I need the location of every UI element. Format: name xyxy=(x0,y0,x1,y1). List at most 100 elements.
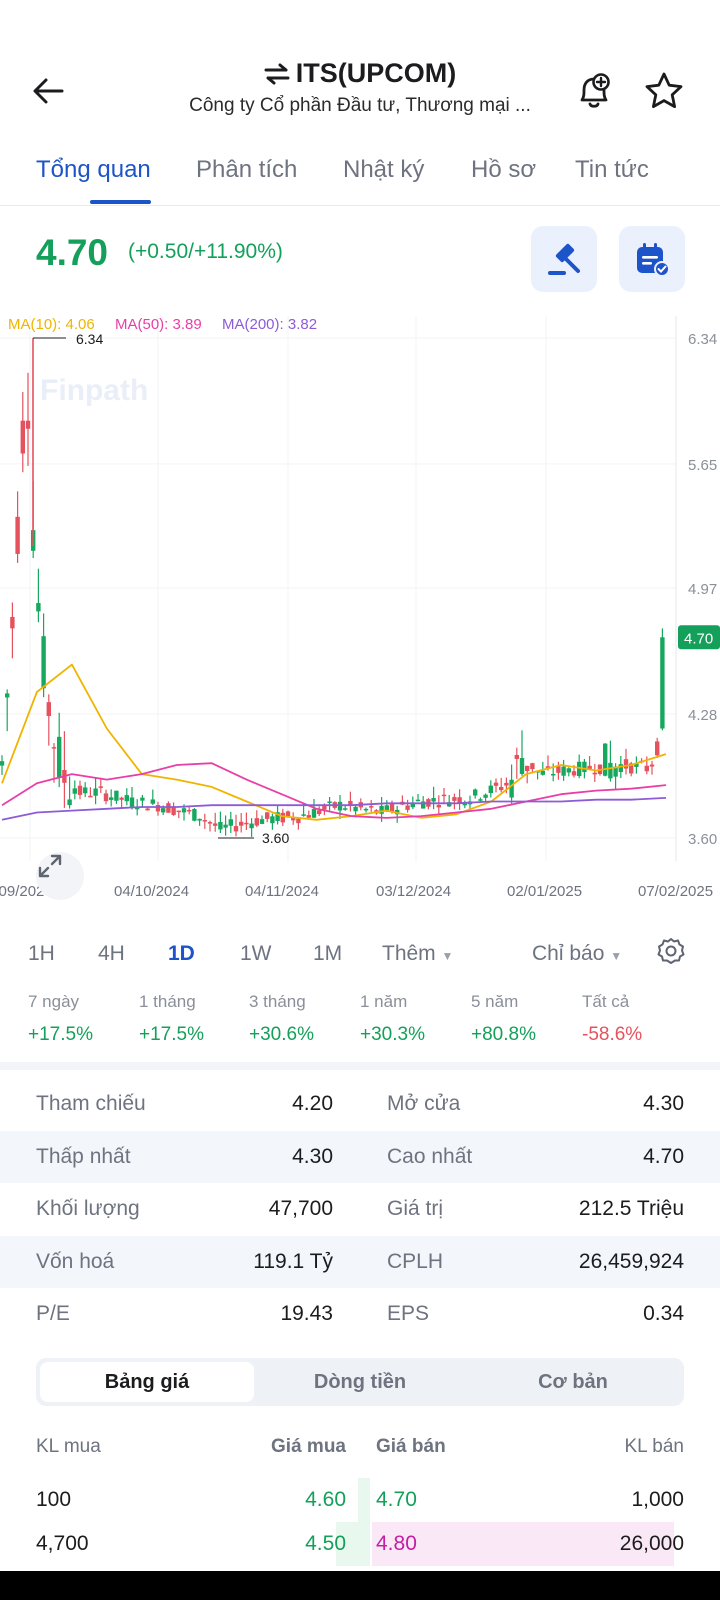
ask-depth-bar xyxy=(372,1522,674,1566)
candle-body xyxy=(618,764,623,772)
stat-value: 4.30 xyxy=(643,1092,684,1115)
candle-body xyxy=(270,816,275,824)
candle-body xyxy=(509,779,514,798)
candle-body xyxy=(473,789,478,796)
candle-body xyxy=(249,823,254,829)
stat-label: EPS xyxy=(387,1302,430,1325)
stat-value: 26,459,924 xyxy=(578,1249,684,1273)
candle-body xyxy=(343,808,348,810)
candle-body xyxy=(15,516,20,554)
perf-1y: 1 năm +30.3% xyxy=(360,992,425,1046)
candle-body xyxy=(608,762,613,779)
y-tick-label: 5.65 xyxy=(688,457,717,474)
ask-price: 4.80 xyxy=(376,1532,417,1555)
stat-label: Mở cửa xyxy=(387,1092,461,1115)
alert-button[interactable] xyxy=(570,68,618,116)
segment-price-board[interactable]: Bảng giá xyxy=(40,1362,254,1402)
high-marker-label: 6.34 xyxy=(76,331,103,347)
tab-analysis[interactable]: Phân tích xyxy=(196,156,298,183)
title-block: ITS(UPCOM) Công ty Cổ phần Đầu tư, Thươn… xyxy=(150,58,570,117)
candle-body xyxy=(5,693,10,698)
candle-body xyxy=(275,812,280,821)
candle-body xyxy=(478,799,483,801)
candle-body xyxy=(10,616,15,629)
candle-body xyxy=(655,741,660,756)
candle-body xyxy=(629,763,634,774)
candle-body xyxy=(187,809,192,812)
back-button[interactable] xyxy=(28,70,70,112)
col-ask-volume: KL bán xyxy=(624,1436,684,1457)
candle-body xyxy=(363,808,369,811)
candle-body xyxy=(77,785,83,795)
candle-body xyxy=(171,807,176,815)
more-dropdown[interactable]: Thêm ▼ xyxy=(382,942,453,966)
candle-body xyxy=(452,797,457,801)
candle-body xyxy=(296,818,301,824)
candle-body xyxy=(337,801,343,811)
perf-value: -58.6% xyxy=(582,1024,643,1045)
bid-price: 4.50 xyxy=(305,1532,346,1555)
candle-body xyxy=(244,822,249,825)
candle-body xyxy=(327,801,332,803)
candle-body xyxy=(259,819,265,824)
candle-body xyxy=(98,786,103,788)
caret-down-icon: ▼ xyxy=(441,949,454,963)
candle-body xyxy=(213,823,218,826)
tf-1m[interactable]: 1M xyxy=(313,942,343,965)
segment-cash-flow[interactable]: Dòng tiền xyxy=(313,1371,407,1393)
candle-body xyxy=(181,808,187,813)
candle-body xyxy=(280,812,285,823)
candle-body xyxy=(493,782,499,786)
candle-body xyxy=(587,765,592,770)
price-chart[interactable]: 6.345.654.974.283.60Finpath5/09/202404/1… xyxy=(0,316,720,916)
candle-body xyxy=(317,810,322,815)
perf-value: +17.5% xyxy=(28,1024,93,1045)
watchlist-button[interactable] xyxy=(640,68,688,116)
indicator-dropdown[interactable]: Chỉ báo ▼ xyxy=(532,942,622,966)
y-tick-label: 6.34 xyxy=(688,331,717,348)
active-tab-indicator xyxy=(90,200,151,204)
perf-value: +17.5% xyxy=(139,1024,204,1045)
orderbook-row: 100 4.60 4.70 1,000 xyxy=(0,1478,720,1522)
candle-body xyxy=(93,788,98,796)
stat-row: Vốn hoá 119.1 Tỷ CPLH 26,459,924 xyxy=(0,1235,720,1288)
tf-1d[interactable]: 1D xyxy=(168,942,195,965)
candle-body xyxy=(223,824,228,828)
tab-journal[interactable]: Nhật ký xyxy=(343,156,425,183)
header: ITS(UPCOM) Công ty Cổ phần Đầu tư, Thươn… xyxy=(0,48,720,136)
system-navigation-bar xyxy=(0,1571,720,1600)
auction-button[interactable] xyxy=(531,226,597,292)
x-tick-label: 04/10/2024 xyxy=(114,883,189,900)
ticker-label: ITS(UPCOM) xyxy=(295,58,457,88)
segment-fundamentals[interactable]: Cơ bản xyxy=(538,1371,608,1393)
tf-1h[interactable]: 1H xyxy=(28,942,55,965)
tab-overview[interactable]: Tổng quan xyxy=(36,156,151,183)
fullscreen-button[interactable] xyxy=(36,852,84,900)
candle-body xyxy=(379,805,384,814)
ticker-title[interactable]: ITS(UPCOM) xyxy=(150,58,570,89)
bid-depth-bar xyxy=(336,1522,370,1566)
candle-body xyxy=(114,790,119,801)
candle-body xyxy=(109,797,114,800)
ma-line-ma200 xyxy=(1,797,667,821)
candle-body xyxy=(161,808,166,813)
candle-body xyxy=(301,814,306,816)
candle-body xyxy=(577,761,582,777)
perf-5y: 5 năm +80.8% xyxy=(471,992,536,1046)
tf-4h[interactable]: 4H xyxy=(98,942,125,965)
stat-label: Giá trị xyxy=(387,1197,444,1220)
chart-settings-button[interactable] xyxy=(656,936,688,968)
expand-icon xyxy=(38,854,62,878)
calendar-button[interactable] xyxy=(619,226,685,292)
tab-profile[interactable]: Hồ sơ xyxy=(471,156,537,183)
candle-body xyxy=(561,766,566,776)
candle-body xyxy=(322,806,327,810)
tf-1w[interactable]: 1W xyxy=(240,942,272,965)
candle-body xyxy=(0,761,5,766)
x-tick-label: 02/01/2025 xyxy=(507,883,582,900)
tab-news[interactable]: Tin tức xyxy=(575,156,649,183)
ask-price: 4.70 xyxy=(376,1488,417,1511)
candle-body xyxy=(519,758,525,774)
col-ask-price: Giá bán xyxy=(376,1436,446,1457)
candle-body xyxy=(436,804,441,808)
